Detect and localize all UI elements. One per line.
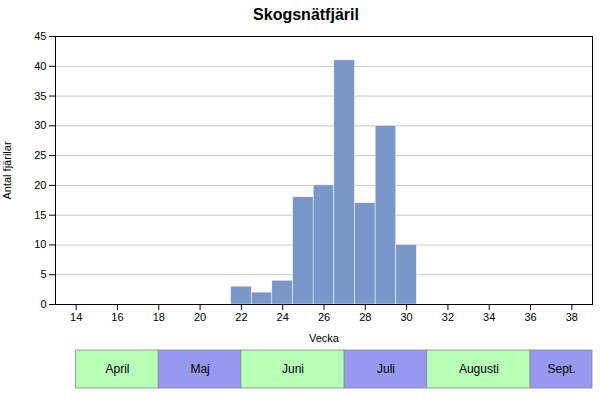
svg-text:30: 30 [400,311,412,323]
svg-text:20: 20 [34,179,46,191]
svg-text:20: 20 [194,311,206,323]
svg-text:18: 18 [153,311,165,323]
svg-text:38: 38 [566,311,578,323]
svg-text:16: 16 [111,311,123,323]
svg-text:10: 10 [34,238,46,250]
svg-text:30: 30 [34,119,46,131]
svg-text:22: 22 [235,311,247,323]
svg-text:26: 26 [318,311,330,323]
svg-text:24: 24 [277,311,289,323]
svg-text:25: 25 [34,149,46,161]
svg-text:14: 14 [70,311,82,323]
svg-text:Sept.: Sept. [548,362,576,376]
svg-text:35: 35 [34,90,46,102]
svg-text:Antal fjärilar: Antal fjärilar [1,141,13,199]
svg-text:Juli: Juli [377,362,395,376]
svg-text:0: 0 [40,298,46,310]
svg-text:36: 36 [524,311,536,323]
svg-text:April: April [105,362,129,376]
svg-text:32: 32 [442,311,454,323]
svg-text:5: 5 [40,268,46,280]
html-text:Skogsnätfjäril: Skogsnätfjäril [253,6,359,23]
svg-text:40: 40 [34,60,46,72]
svg-text:45: 45 [34,30,46,42]
svg-text:Vecka: Vecka [309,332,340,344]
svg-text:15: 15 [34,209,46,221]
svg-text:28: 28 [359,311,371,323]
svg-text:Augusti: Augusti [459,362,499,376]
svg-text:34: 34 [483,311,495,323]
svg-text:Maj: Maj [190,362,209,376]
svg-text:Juni: Juni [282,362,304,376]
